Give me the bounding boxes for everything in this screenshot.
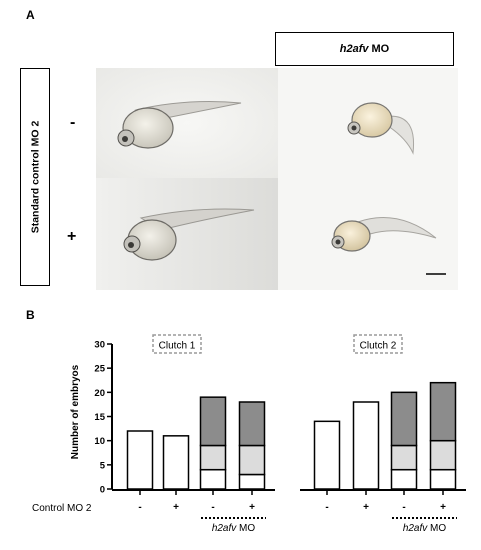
bar-segment-top: [390, 391, 418, 447]
x-tick-label: +: [249, 502, 255, 513]
bar-segment-bottom: [238, 473, 266, 490]
x-tick-label: -: [402, 502, 405, 513]
embryo-photo-h2afv-plus: [278, 178, 458, 290]
x-tick-label: +: [440, 502, 446, 513]
bar-segment-middle: [238, 444, 266, 476]
bar-segment-bottom: [162, 435, 190, 490]
bar-segment-bottom: [429, 468, 457, 490]
x-axis: - + - + - + - +: [112, 489, 466, 513]
x-tick-label: -: [211, 502, 214, 513]
side-label-box: Standard control MO 2: [20, 68, 50, 286]
column-header-mo: MO: [371, 43, 390, 55]
clutch-label: Clutch 2: [360, 341, 397, 352]
y-tick-label: 10: [94, 436, 105, 447]
row-minus-sign: -: [70, 114, 76, 131]
x-tick-label: +: [173, 502, 179, 513]
bar-segment-bottom: [390, 468, 418, 490]
bar-segment-middle: [390, 444, 418, 471]
embryo-photo-control-minus: [96, 68, 278, 178]
clutch-label-box: [152, 334, 202, 354]
embryo-photo-control-plus: [96, 178, 278, 290]
x-axis-row-label: Control MO 2: [32, 503, 92, 514]
bar-segment-middle: [199, 444, 227, 471]
bar-segment-bottom: [313, 420, 341, 490]
y-tick-label: 25: [94, 364, 105, 375]
x-tick-label: +: [363, 502, 369, 513]
column-header-gene: h2afv: [339, 43, 369, 55]
y-tick-label: 5: [100, 460, 106, 471]
y-tick-label: 30: [94, 340, 105, 351]
y-axis-label: Number of embryos: [70, 364, 81, 459]
y-tick-label: 0: [100, 485, 105, 496]
row-plus-sign: +: [67, 228, 77, 245]
h2afv-bracket-label: h2afv MO: [212, 523, 256, 534]
bar-segment-middle: [429, 439, 457, 471]
clutch-label: Clutch 1: [159, 341, 196, 352]
panel-b-letter: B: [26, 308, 35, 322]
clutch-label-box: [353, 334, 403, 354]
h2afv-bracket-label: h2afv MO: [403, 523, 447, 534]
bar-segment-top: [199, 396, 227, 447]
chart-labels: Clutch 1 h2afv MO Clutch 2 h2afv MO: [152, 334, 457, 534]
bar-segment-bottom: [126, 430, 154, 490]
y-axis: 0 5 10 15 20 25 30: [94, 340, 113, 496]
embryo-photo-h2afv-minus: [278, 68, 458, 178]
column-header-box: h2afv MO: [275, 32, 454, 66]
side-label: Standard control MO 2: [29, 120, 41, 234]
y-tick-label: 15: [94, 412, 105, 423]
bar-segment-bottom: [352, 401, 380, 490]
bars: [126, 381, 457, 490]
bar-segment-top: [429, 381, 457, 442]
x-tick-label: -: [325, 502, 328, 513]
y-tick-label: 20: [94, 388, 105, 399]
bar-segment-top: [238, 401, 266, 447]
x-tick-label: -: [138, 502, 141, 513]
panel-a-letter: A: [26, 8, 35, 22]
bar-segment-bottom: [199, 468, 227, 490]
